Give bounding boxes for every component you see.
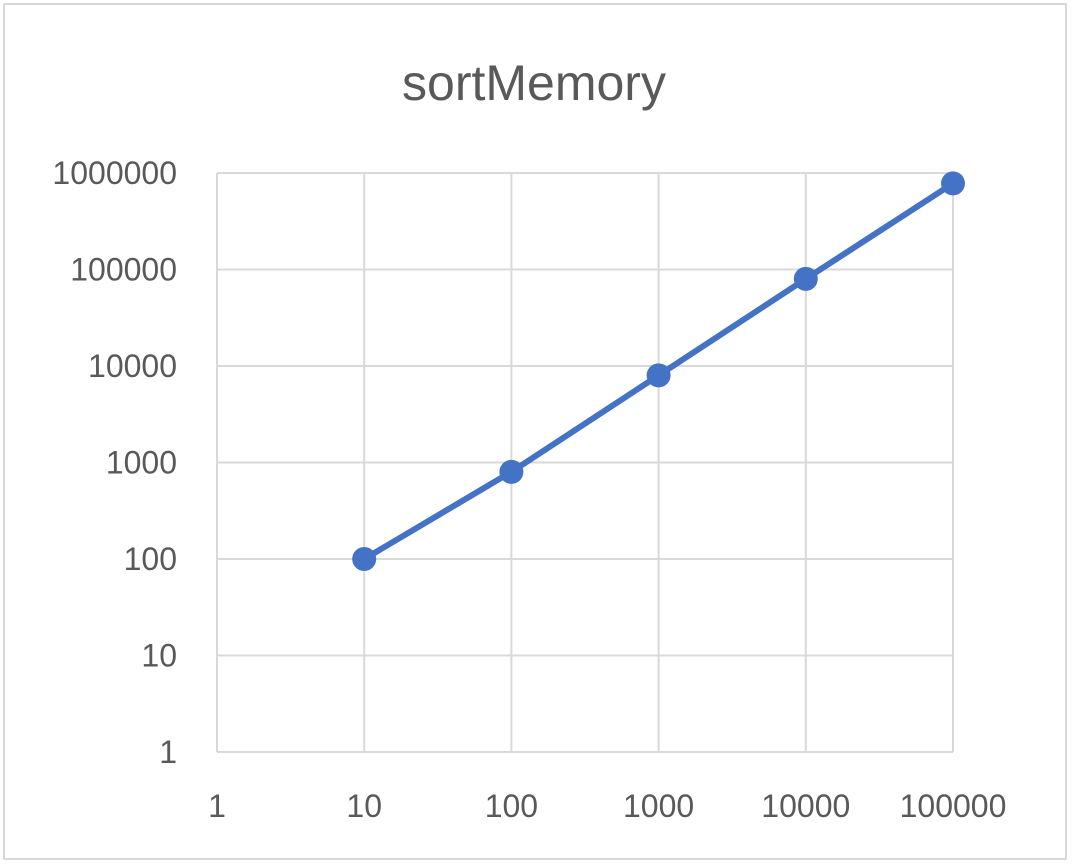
chart-frame [3,3,1067,860]
y-tick-label: 10000 [88,348,177,384]
data-point [499,459,524,484]
x-tick-label: 10000 [761,788,850,824]
chart-title: sortMemory [402,55,666,111]
x-tick-label: 10 [346,788,382,824]
series [352,171,965,571]
y-tick-label: 1000 [106,445,177,481]
x-tick-label: 100 [485,788,538,824]
x-tick-label: 1000 [623,788,694,824]
y-tick-label: 100 [124,541,177,577]
data-point [941,171,965,196]
y-tick-label: 100000 [70,252,177,288]
grid [216,172,954,753]
y-tick-label: 1000000 [52,155,177,191]
data-point [646,363,671,388]
x-axis-ticks: 1 10 100 1000 10000 100000 [208,788,1006,824]
x-tick-label: 100000 [900,788,1007,824]
y-tick-label: 10 [141,638,177,674]
x-tick-label: 1 [208,788,226,824]
y-tick-label: 1 [159,734,177,770]
data-point [793,266,818,291]
data-point [352,547,377,571]
y-axis-ticks: 1 10 100 1000 10000 100000 1000000 [52,155,177,770]
